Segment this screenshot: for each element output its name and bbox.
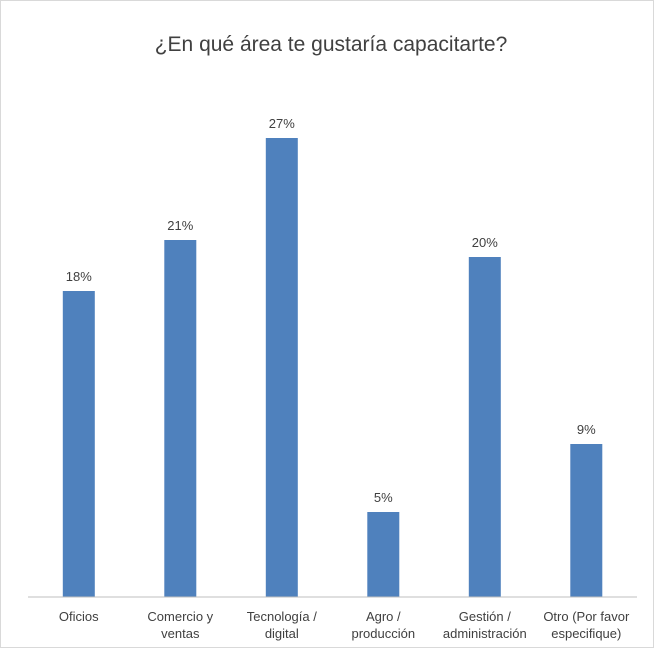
data-labels-group: 18% 21% 27% 5% 20% 9% [66,116,596,505]
data-label-4: 5% [374,490,393,505]
category-label-line: ventas [161,626,200,641]
bars-group [62,138,603,597]
category-label-line: Oficios [59,609,99,624]
category-label-line: Gestión / [459,609,511,624]
category-label-line: administración [443,626,527,641]
category-label-2: Comercio y ventas [147,609,213,641]
data-label-2: 21% [167,218,193,233]
category-label-1: Oficios [59,609,99,624]
bar-4 [367,512,400,597]
data-label-6: 9% [577,422,596,437]
bar-6 [570,444,603,597]
bar-1 [62,291,95,597]
data-label-5: 20% [472,235,498,250]
category-label-line: Tecnología / [247,609,317,624]
data-label-1: 18% [66,269,92,284]
category-label-3: Tecnología / digital [247,609,317,641]
category-label-line: especifique) [551,626,621,641]
category-labels-group: Oficios Comercio y ventas Tecnología / digit… [59,609,630,641]
chart-title: ¿En qué área te gustaría capacitarte? [155,33,508,56]
bar-2 [164,240,197,597]
category-label-line: digital [265,626,299,641]
data-label-3: 27% [269,116,295,131]
category-label-line: Agro / [366,609,401,624]
category-label-line: Comercio y [147,609,213,624]
category-label-5: Gestión / administración [443,609,527,641]
category-label-4: Agro / producción [351,609,415,641]
category-label-6: Otro (Por favor especifique) [543,609,630,641]
bar-3 [265,138,298,597]
category-label-line: Otro (Por favor [543,609,630,624]
bar-5 [468,257,501,597]
category-label-line: producción [351,626,415,641]
